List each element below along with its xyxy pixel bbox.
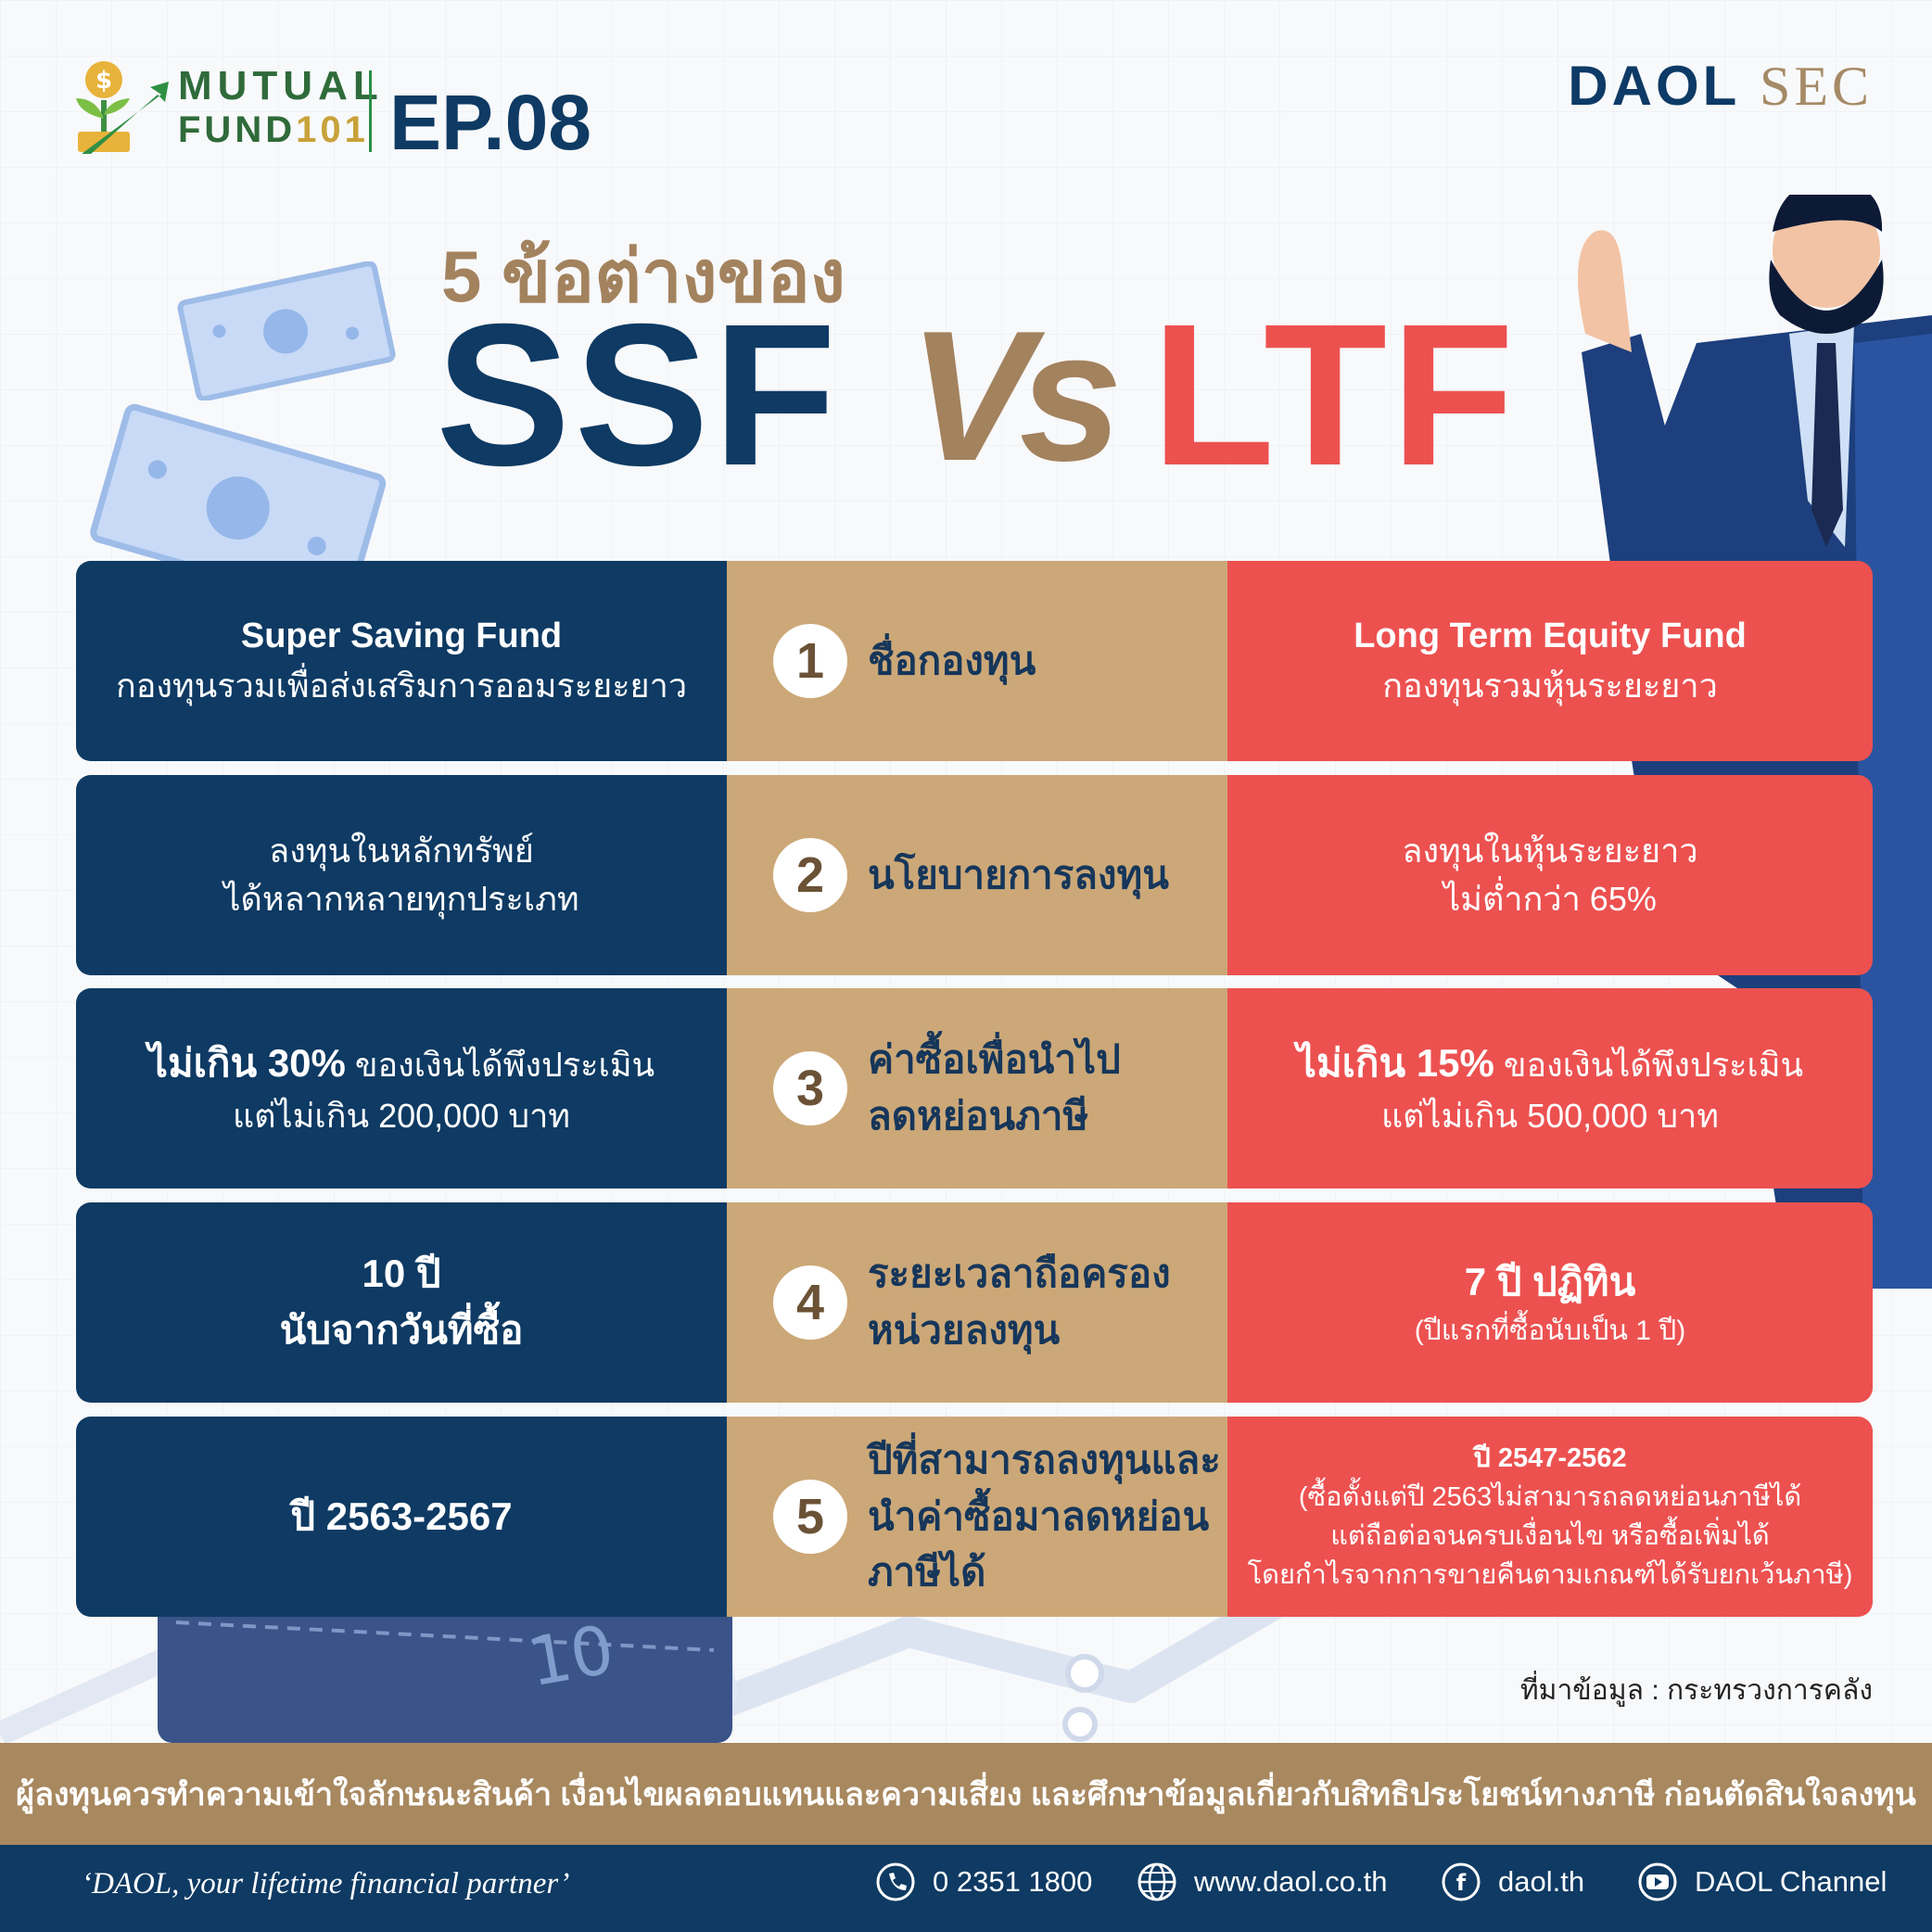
- series-name-line2: FUND101: [178, 109, 369, 151]
- topic-label: ปีที่สามารถลงทุนและ นำค่าซื้อมาลดหย่อน ภ…: [868, 1437, 1221, 1595]
- footer-website[interactable]: www.daol.co.th: [1137, 1862, 1388, 1902]
- ssf-limit-suffix: ของเงินได้พึงประเมิน: [345, 1046, 655, 1085]
- source-note: ที่มาข้อมูล : กระทรวงการคลัง: [1519, 1675, 1873, 1706]
- svg-text:f: f: [1456, 1870, 1467, 1896]
- ltf-cell-5: ปี 2547-2562 (ซื้อตั้งแต่ปี 2563ไม่สามาร…: [1227, 1417, 1873, 1617]
- ssf-cell-3: ไม่เกิน 30% ของเงินได้พึงประเมิน แต่ไม่เ…: [76, 988, 727, 1188]
- title-ssf: SSF: [436, 283, 840, 508]
- comparison-row-1: Super Saving Fund กองทุนรวมเพื่อส่งเสริม…: [76, 561, 1873, 761]
- phone-number: 0 2351 1800: [933, 1865, 1093, 1898]
- mutual-fund-logo-icon: $: [76, 61, 169, 154]
- ssf-cell-1: Super Saving Fund กองทุนรวมเพื่อส่งเสริม…: [76, 561, 727, 761]
- ssf-fund-name-th: กองทุนรวมเพื่อส่งเสริมการออมระยะยาว: [115, 667, 688, 705]
- brand-logo: DAOL SEC: [1568, 54, 1873, 119]
- ltf-holding-note: (ปีแรกที่ซื้อนับเป็น 1 ปี): [1414, 1315, 1686, 1346]
- ltf-eligible-note-2: แต่ถือต่อจนครบเงื่อนไข หรือซื้อเพิ่มได้: [1330, 1521, 1770, 1551]
- topic-cell-2: 2 นโยบายการลงทุน: [727, 775, 1227, 975]
- ltf-limit-suffix: ของเงินได้พึงประเมิน: [1493, 1046, 1804, 1085]
- ltf-eligible-note-3: โดยกำไรจากการขายคืนตามเกณฑ์ได้รับยกเว้นภ…: [1247, 1560, 1853, 1591]
- footer: ‘DAOL, your lifetime financial partner’ …: [0, 1845, 1932, 1932]
- ssf-cell-4: 10 ปี นับจากวันที่ซื้อ: [76, 1202, 727, 1403]
- ltf-limit-line1: ไม่เกิน 15% ของเงินได้พึงประเมิน: [1297, 1036, 1803, 1092]
- footer-facebook[interactable]: f daol.th: [1441, 1862, 1584, 1902]
- title-ltf: LTF: [1151, 283, 1519, 508]
- ssf-policy-line1: ลงทุนในหลักทรัพย์: [269, 831, 534, 870]
- ltf-cell-3: ไม่เกิน 15% ของเงินได้พึงประเมิน แต่ไม่เ…: [1227, 988, 1873, 1188]
- comparison-row-4: 10 ปี นับจากวันที่ซื้อ 4 ระยะเวลาถือครอง…: [76, 1202, 1873, 1403]
- series-number-text: 101: [296, 109, 369, 150]
- ssf-limit-line2: แต่ไม่เกิน 200,000 บาท: [232, 1097, 571, 1136]
- row-number-badge: 2: [773, 838, 847, 912]
- series-name-line1: MUTUAL: [178, 63, 384, 108]
- comparison-row-2: ลงทุนในหลักทรัพย์ ได้หลากหลายทุกประเภท 2…: [76, 775, 1873, 975]
- ssf-cell-5: ปี 2563-2567: [76, 1417, 727, 1617]
- disclaimer-text: ผู้ลงทุนควรทำความเข้าใจลักษณะสินค้า เงื่…: [16, 1777, 1916, 1812]
- brand-main: DAOL: [1568, 55, 1741, 117]
- ssf-policy-line2: ได้หลากหลายทุกประเภท: [223, 880, 579, 918]
- ssf-limit-line1: ไม่เกิน 30% ของเงินได้พึงประเมิน: [148, 1036, 655, 1092]
- ltf-holding-years: 7 ปี ปฏิทิน: [1464, 1259, 1636, 1303]
- globe-icon: [1138, 1862, 1176, 1901]
- svg-text:$: $: [95, 67, 112, 95]
- ltf-cell-1: Long Term Equity Fund กองทุนรวมหุ้นระยะย…: [1227, 561, 1873, 761]
- ltf-fund-name-en: Long Term Equity Fund: [1354, 616, 1747, 656]
- footer-youtube[interactable]: DAOL Channel: [1637, 1862, 1887, 1902]
- page-subtitle: 5 ข้อต่างของ: [441, 235, 846, 317]
- topic-cell-1: 1 ชื่อกองทุน: [727, 561, 1227, 761]
- brand-sub: SEC: [1759, 56, 1873, 117]
- ltf-eligible-note-1: (ซื้อตั้งแต่ปี 2563ไม่สามารถลดหย่อนภาษีไ…: [1298, 1481, 1802, 1512]
- ltf-eligible-years: ปี 2547-2562: [1473, 1443, 1627, 1473]
- youtube-channel: DAOL Channel: [1695, 1865, 1888, 1898]
- footer-phone[interactable]: 0 2351 1800: [875, 1862, 1092, 1902]
- topic-label: ระยะเวลาถือครอง หน่วยลงทุน: [868, 1252, 1171, 1352]
- title-vs: Vs: [909, 293, 1123, 500]
- comparison-row-5: ปี 2563-2567 5 ปีที่สามารถลงทุนและ นำค่า…: [76, 1417, 1873, 1617]
- row-number-badge: 5: [773, 1480, 847, 1554]
- topic-cell-3: 3 ค่าซื้อเพื่อนำไป ลดหย่อนภาษี: [727, 988, 1227, 1188]
- facebook-icon: f: [1442, 1862, 1481, 1901]
- topic-cell-4: 4 ระยะเวลาถือครอง หน่วยลงทุน: [727, 1202, 1227, 1403]
- disclaimer-bar: ผู้ลงทุนควรทำความเข้าใจลักษณะสินค้า เงื่…: [0, 1743, 1932, 1845]
- facebook-handle: daol.th: [1498, 1865, 1585, 1898]
- ltf-limit-line2: แต่ไม่เกิน 500,000 บาท: [1380, 1097, 1720, 1136]
- ssf-limit-percent: ไม่เกิน 30%: [147, 1041, 346, 1086]
- topic-label: นโยบายการลงทุน: [868, 852, 1169, 896]
- youtube-icon: [1638, 1862, 1677, 1901]
- ssf-holding-years: 10 ปี: [362, 1252, 441, 1296]
- ltf-limit-percent: ไม่เกิน 15%: [1296, 1041, 1494, 1086]
- comparison-row-3: ไม่เกิน 30% ของเงินได้พึงประเมิน แต่ไม่เ…: [76, 988, 1873, 1188]
- row-number-badge: 4: [773, 1265, 847, 1340]
- ltf-policy-line1: ลงทุนในหุ้นระยะยาว: [1402, 831, 1698, 870]
- ltf-fund-name-th: กองทุนรวมหุ้นระยะยาว: [1382, 667, 1718, 705]
- ssf-fund-name-en: Super Saving Fund: [240, 616, 563, 656]
- ltf-policy-line2: ไม่ต่ำกว่า 65%: [1443, 880, 1657, 918]
- row-number-badge: 1: [773, 624, 847, 698]
- series-fund-text: FUND: [178, 109, 297, 150]
- row-number-badge: 3: [773, 1051, 847, 1125]
- ssf-holding-note: นับจากวันที่ซื้อ: [279, 1308, 524, 1352]
- website-url: www.daol.co.th: [1194, 1865, 1388, 1898]
- ssf-cell-2: ลงทุนในหลักทรัพย์ ได้หลากหลายทุกประเภท: [76, 775, 727, 975]
- topic-cell-5: 5 ปีที่สามารถลงทุนและ นำค่าซื้อมาลดหย่อน…: [727, 1417, 1227, 1617]
- ltf-cell-4: 7 ปี ปฏิทิน (ปีแรกที่ซื้อนับเป็น 1 ปี): [1227, 1202, 1873, 1403]
- ssf-eligible-years: ปี 2563-2567: [290, 1493, 513, 1538]
- header-divider: [369, 70, 372, 152]
- topic-label: ชื่อกองทุน: [868, 638, 1036, 682]
- topic-label: ค่าซื้อเพื่อนำไป ลดหย่อนภาษี: [868, 1037, 1121, 1138]
- ltf-cell-2: ลงทุนในหุ้นระยะยาว ไม่ต่ำกว่า 65%: [1227, 775, 1873, 975]
- footer-tagline: ‘DAOL, your lifetime financial partner’: [82, 1867, 570, 1900]
- episode-label: EP.08: [389, 79, 591, 166]
- phone-icon: [876, 1862, 915, 1901]
- banknote-small-icon: [177, 261, 396, 400]
- wallet-note-text: 10: [522, 1609, 620, 1702]
